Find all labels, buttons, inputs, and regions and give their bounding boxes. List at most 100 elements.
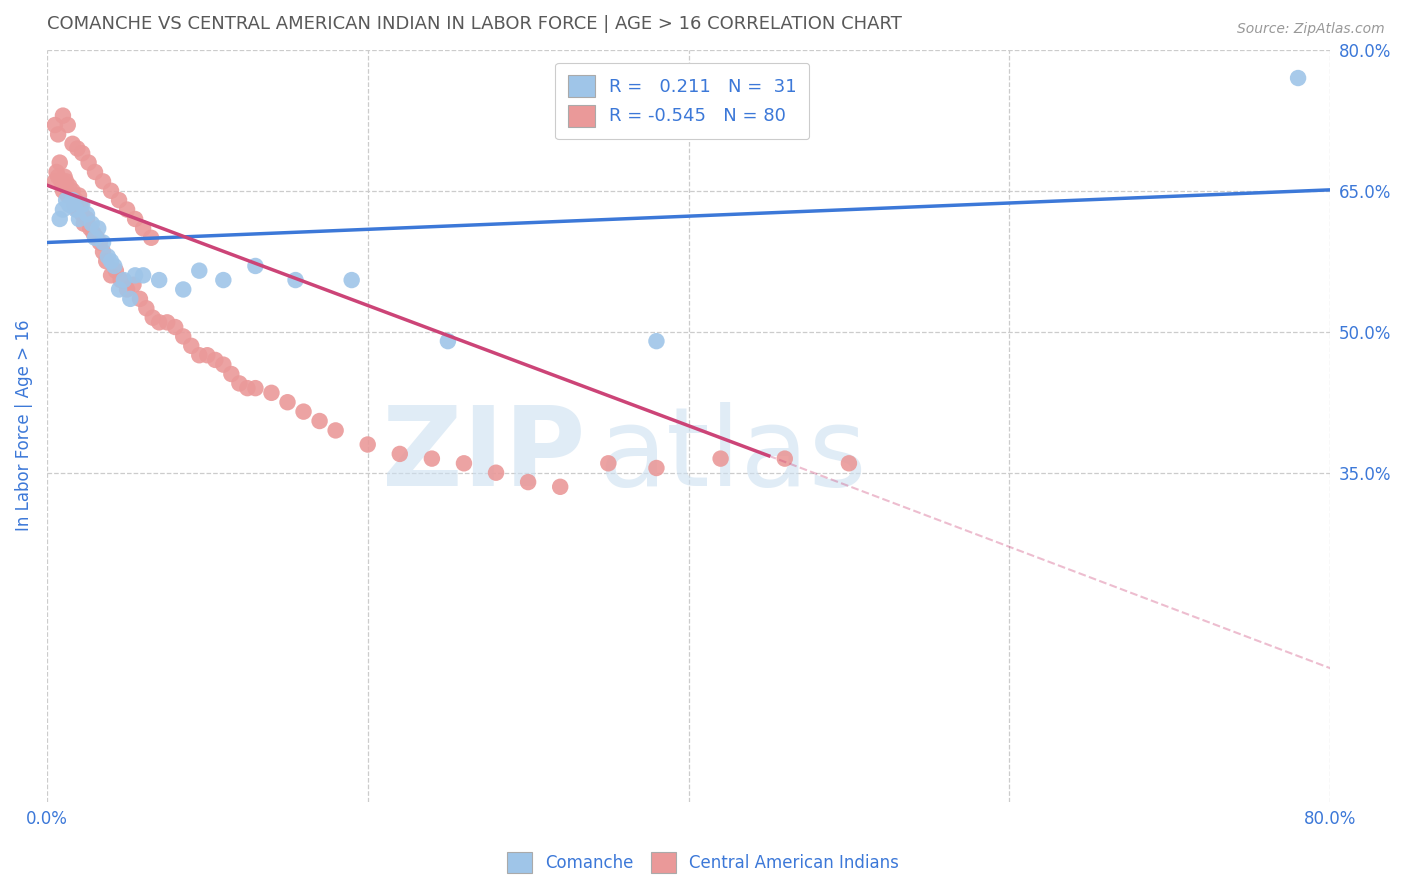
Legend: Comanche, Central American Indians: Comanche, Central American Indians — [501, 846, 905, 880]
Point — [66, 202, 89, 217]
Point — [84, 165, 107, 179]
Point — [45, 165, 67, 179]
Point — [52, 109, 75, 123]
Point — [112, 273, 135, 287]
Point — [104, 263, 127, 277]
Point — [70, 198, 93, 212]
Point — [96, 254, 118, 268]
Point — [59, 188, 82, 202]
Point — [63, 198, 86, 212]
Point — [292, 404, 315, 418]
Point — [308, 414, 330, 428]
Point — [124, 211, 146, 226]
Point — [62, 136, 84, 151]
Point — [82, 226, 104, 240]
Point — [645, 334, 668, 348]
Point — [84, 231, 107, 245]
Point — [156, 315, 179, 329]
Point — [91, 174, 114, 188]
Text: atlas: atlas — [599, 402, 868, 509]
Point — [76, 207, 98, 221]
Point — [340, 273, 363, 287]
Point — [100, 268, 122, 283]
Point — [66, 141, 89, 155]
Point — [55, 193, 77, 207]
Point — [420, 451, 443, 466]
Point — [80, 217, 103, 231]
Point — [165, 320, 187, 334]
Point — [236, 381, 259, 395]
Legend: R =   0.211   N =  31, R = -0.545   N = 80: R = 0.211 N = 31, R = -0.545 N = 80 — [555, 62, 810, 139]
Point — [148, 273, 170, 287]
Point — [53, 169, 76, 184]
Point — [110, 273, 132, 287]
Point — [62, 184, 84, 198]
Point — [44, 174, 66, 188]
Point — [86, 231, 108, 245]
Text: Source: ZipAtlas.com: Source: ZipAtlas.com — [1237, 22, 1385, 37]
Point — [141, 231, 163, 245]
Point — [710, 451, 733, 466]
Point — [55, 174, 77, 188]
Point — [52, 184, 75, 198]
Point — [87, 221, 110, 235]
Point — [48, 211, 70, 226]
Point — [180, 339, 202, 353]
Point — [58, 179, 80, 194]
Point — [773, 451, 796, 466]
Point — [517, 475, 540, 489]
Point — [388, 447, 411, 461]
Point — [51, 174, 73, 188]
Point — [115, 202, 138, 217]
Point — [100, 254, 122, 268]
Point — [325, 424, 347, 438]
Point — [77, 155, 100, 169]
Point — [838, 456, 860, 470]
Point — [284, 273, 307, 287]
Point — [172, 329, 194, 343]
Point — [1286, 70, 1309, 85]
Point — [260, 385, 283, 400]
Point — [212, 358, 235, 372]
Point — [56, 118, 79, 132]
Point — [124, 268, 146, 283]
Point — [73, 217, 96, 231]
Point — [97, 250, 120, 264]
Point — [357, 437, 380, 451]
Point — [212, 273, 235, 287]
Point — [645, 461, 668, 475]
Point — [100, 184, 122, 198]
Point — [148, 315, 170, 329]
Point — [108, 283, 131, 297]
Point — [56, 188, 79, 202]
Point — [79, 221, 101, 235]
Point — [91, 235, 114, 250]
Point — [598, 456, 620, 470]
Point — [132, 268, 155, 283]
Point — [67, 188, 90, 202]
Point — [228, 376, 250, 391]
Point — [103, 259, 125, 273]
Point — [76, 211, 98, 226]
Point — [108, 193, 131, 207]
Point — [276, 395, 298, 409]
Point — [485, 466, 508, 480]
Point — [142, 310, 165, 325]
Text: ZIP: ZIP — [382, 402, 586, 509]
Point — [65, 193, 87, 207]
Point — [204, 353, 226, 368]
Point — [69, 198, 91, 212]
Point — [221, 367, 243, 381]
Point — [67, 211, 90, 226]
Point — [70, 146, 93, 161]
Point — [122, 277, 145, 292]
Point — [132, 221, 155, 235]
Point — [245, 381, 267, 395]
Y-axis label: In Labor Force | Age > 16: In Labor Force | Age > 16 — [15, 320, 32, 532]
Point — [129, 292, 152, 306]
Point — [46, 169, 69, 184]
Point — [188, 263, 211, 277]
Point — [44, 118, 66, 132]
Point — [172, 283, 194, 297]
Point — [437, 334, 460, 348]
